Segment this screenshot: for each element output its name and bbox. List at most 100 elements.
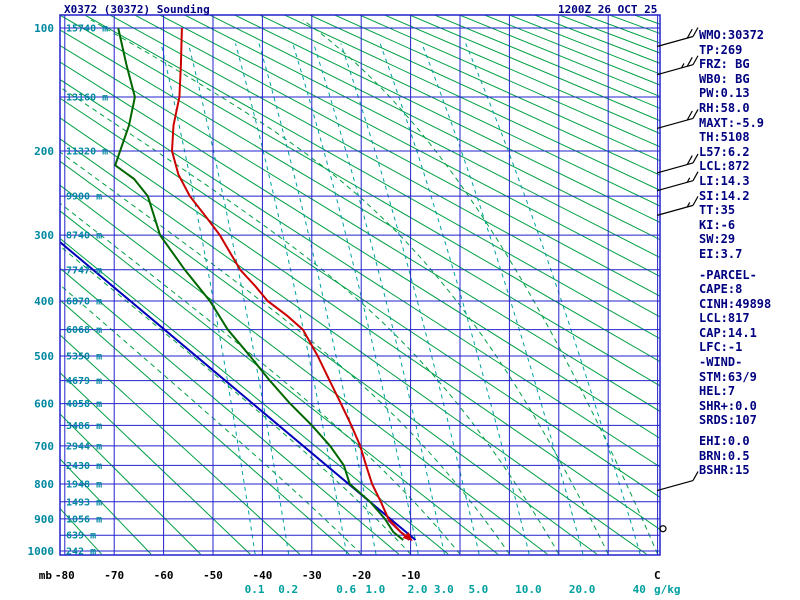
parameter-line: RH:58.0 <box>699 100 750 115</box>
pressure-label: 200 <box>34 145 54 158</box>
parameter-line: MAXT:-5.9 <box>699 115 765 130</box>
temp-axis-label: -20 <box>351 569 371 582</box>
height-label: 9900 m <box>66 192 102 203</box>
pressure-label: 600 <box>34 398 54 411</box>
height-label: 2430 m <box>66 461 102 472</box>
height-label: 242 m <box>66 547 96 558</box>
parameter-line: WMO:30372 <box>699 28 765 42</box>
parameter-line: WB0: BG <box>699 71 750 86</box>
temp-axis-label: -60 <box>154 569 174 582</box>
temperature-curve <box>170 27 413 541</box>
height-label: 7747 m <box>66 265 102 276</box>
parameter-line: CAP:14.1 <box>699 325 757 340</box>
parameter-line: LCL:817 <box>699 311 750 326</box>
pressure-label: 800 <box>34 478 54 491</box>
parameter-line: CINH:49898 <box>699 296 772 311</box>
mixing-axis-label: 0.2 <box>278 583 298 596</box>
parameter-line: FRZ: BG <box>699 57 750 72</box>
parameter-line: SHR+:0.0 <box>699 398 757 413</box>
temp-axis-label: -10 <box>401 569 421 582</box>
axis-unit-mb: mb <box>39 569 53 582</box>
mixing-axis-label: 5.0 <box>468 583 488 596</box>
parameter-line: BSHR:15 <box>699 463 750 478</box>
parameter-line: HEL:7 <box>699 384 736 399</box>
parameter-line: LCL:872 <box>699 159 750 174</box>
temp-axis-label: -70 <box>104 569 124 582</box>
wind-barb <box>656 55 699 76</box>
chart-title: X0372 (30372) Sounding <box>64 3 210 16</box>
height-label: 6870 m <box>66 297 102 308</box>
height-label: 4058 m <box>66 399 102 410</box>
wind-barb <box>656 471 699 492</box>
height-label: 5350 m <box>66 352 102 363</box>
height-label: 639 m <box>66 531 96 542</box>
temp-axis-label: -30 <box>302 569 322 582</box>
parameter-line: CAPE:8 <box>699 282 743 297</box>
plot-area <box>60 15 660 555</box>
parameter-line: SRDS:107 <box>699 413 757 428</box>
moist-adiabat-lines <box>60 19 659 555</box>
wind-barb <box>656 109 699 129</box>
parameter-line: SW:29 <box>699 232 736 247</box>
height-label: 4679 m <box>66 376 102 387</box>
height-label: 1056 m <box>66 514 102 525</box>
parameter-line: EI:3.7 <box>699 246 743 261</box>
isobar-lines <box>60 27 660 552</box>
parameter-line: EHI:0.0 <box>699 434 750 449</box>
parameter-line: -PARCEL- <box>699 267 757 282</box>
parameter-line: LFC:-1 <box>699 340 743 355</box>
dry-adiabat-lines <box>60 15 660 555</box>
surface-arrow-marker <box>402 532 413 542</box>
chart-datetime: 1200Z 26 OCT 25 <box>558 3 658 16</box>
parameter-line: TP:269 <box>699 42 743 57</box>
temp-axis-label: -40 <box>252 569 272 582</box>
wind-barb <box>656 27 699 48</box>
temp-axis-label: -80 <box>55 569 75 582</box>
mixing-axis-label: 1.0 <box>365 583 385 596</box>
pressure-label: 1000 <box>28 545 55 558</box>
pressure-label: 400 <box>34 295 54 308</box>
mixing-axis-label: 0.1 <box>245 583 265 596</box>
pressure-label: 900 <box>34 513 54 526</box>
pressure-label: 500 <box>34 350 54 363</box>
pressure-label: 700 <box>34 440 54 453</box>
calm-circle <box>659 525 667 533</box>
parameter-line: TH:5108 <box>699 130 750 145</box>
wind-barb <box>656 171 699 192</box>
parameter-line: PW:0.13 <box>699 86 750 101</box>
height-label: 3486 m <box>66 421 102 432</box>
pressure-label: 300 <box>34 229 54 242</box>
parameter-line: SI:14.2 <box>699 188 750 203</box>
mixing-axis-label: 3.0 <box>434 583 454 596</box>
plot-border <box>59 14 661 556</box>
mixing-axis-label: 20.0 <box>569 583 596 596</box>
height-label: 11320 m <box>66 147 108 158</box>
parameter-line: STM:63/9 <box>699 369 757 384</box>
parameter-line: LI:14.3 <box>699 173 750 188</box>
wind-barb <box>656 153 699 174</box>
mixing-axis-label: 0.6 <box>336 583 356 596</box>
axis-unit-c: C <box>654 569 661 582</box>
parameter-line: L57:6.2 <box>699 144 750 159</box>
mixing-axis-label: 2.0 <box>408 583 428 596</box>
dewpoint-curve <box>114 27 404 541</box>
pressure-label: 100 <box>34 22 54 35</box>
height-label: 15740 m <box>66 24 108 35</box>
height-label: 8740 m <box>66 231 102 242</box>
parameter-line: BRN:0.5 <box>699 448 750 463</box>
mixing-axis-label: 10.0 <box>515 583 542 596</box>
height-label: 6068 m <box>66 325 102 336</box>
height-label: 1493 m <box>66 497 102 508</box>
height-label: 2944 m <box>66 441 102 452</box>
parameter-line: TT:35 <box>699 203 736 218</box>
parameter-line: KI:-6 <box>699 217 736 232</box>
parameter-panel: WMO:30372 TP:269 FRZ: BG WB0: BG PW:0.13 RH:5… <box>699 28 799 478</box>
axis-unit-gkg: g/kg <box>654 583 681 596</box>
height-label: 1948 m <box>66 479 102 490</box>
height-label: 13160 m <box>66 92 108 103</box>
mixing-axis-label: 40 <box>633 583 646 596</box>
wind-barb <box>656 196 699 216</box>
parameter-line: -WIND- <box>699 355 743 370</box>
